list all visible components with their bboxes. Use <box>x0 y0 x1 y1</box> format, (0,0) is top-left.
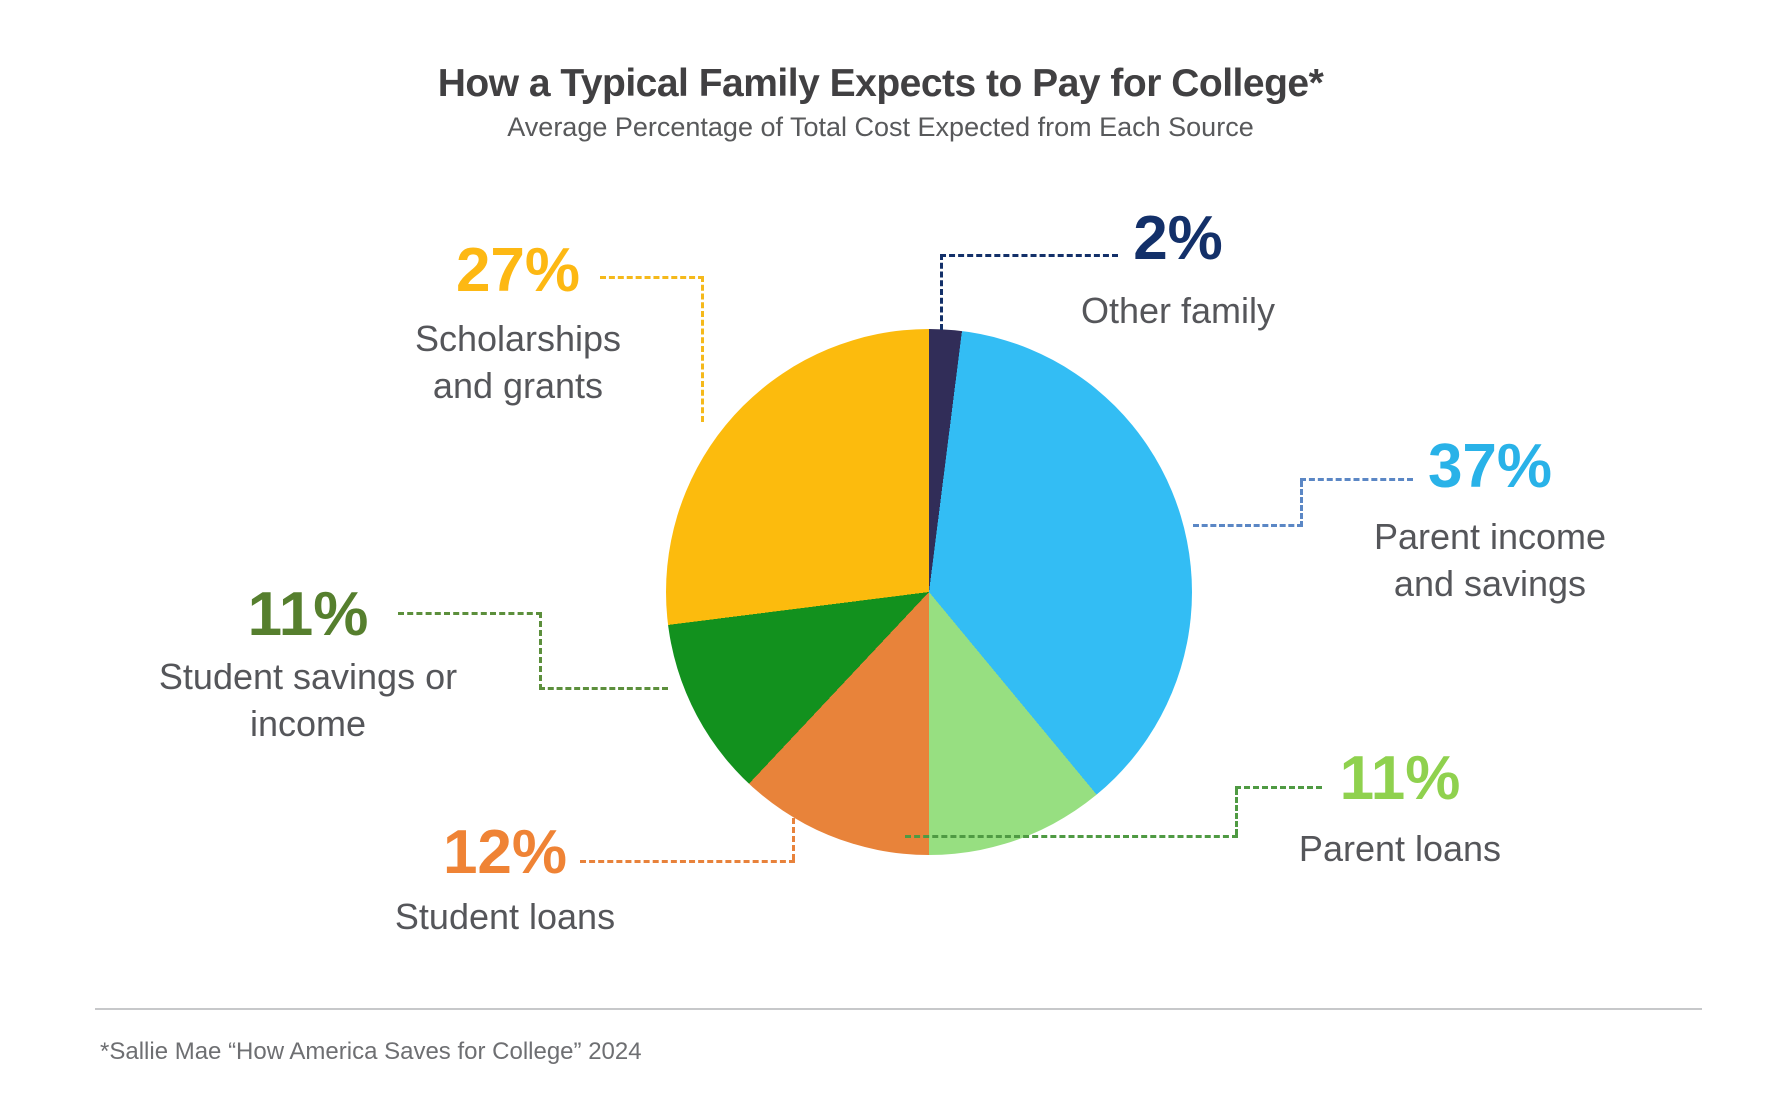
student-savings-label-line2: income <box>249 702 367 744</box>
other-family-label-line1: Other family <box>1080 290 1276 331</box>
student-savings-leader-line-h2 <box>539 687 668 690</box>
parent-loans-leader-line-h2 <box>1235 786 1322 789</box>
student-savings-leader-line-h1 <box>398 612 542 615</box>
pie-chart <box>666 329 1192 855</box>
other-family-leader-line-h <box>940 254 1118 257</box>
parent-income-label: Parent income and savings <box>1374 514 1606 608</box>
other-family-label: Other family <box>1081 288 1275 335</box>
scholarships-label-line1: Scholarships <box>414 318 622 359</box>
student-loans-leader-line-v <box>792 818 795 860</box>
footer-divider <box>95 1008 1702 1010</box>
parent-income-label-line1: Parent income <box>1373 516 1607 557</box>
other-family-percent: 2% <box>1133 204 1223 273</box>
parent-income-leader-line-h2 <box>1300 478 1413 481</box>
chart-title: How a Typical Family Expects to Pay for … <box>437 62 1324 105</box>
student-savings-percent: 11% <box>247 580 369 649</box>
parent-loans-label: Parent loans <box>1299 826 1501 873</box>
student-savings-label-line1: Student savings or <box>158 656 458 697</box>
other-family-leader-line-v <box>940 254 943 330</box>
student-loans-label: Student loans <box>395 894 615 941</box>
student-loans-leader-line-h <box>580 860 795 863</box>
parent-income-leader-line-h1 <box>1193 524 1303 527</box>
parent-income-label-line2: and savings <box>1393 562 1587 604</box>
parent-loans-percent: 11% <box>1339 744 1461 813</box>
source-footnote: *Sallie Mae “How America Saves for Colle… <box>100 1038 642 1065</box>
chart-subtitle: Average Percentage of Total Cost Expecte… <box>507 112 1254 142</box>
scholarships-leader-line-h <box>600 276 704 279</box>
parent-loans-leader-line-h1 <box>905 835 1238 838</box>
parent-income-percent: 37% <box>1427 432 1553 501</box>
scholarships-percent: 27% <box>455 236 581 305</box>
scholarships-label: Scholarships and grants <box>415 316 621 410</box>
student-loans-label-line1: Student loans <box>394 896 616 937</box>
parent-income-leader-line-v <box>1300 481 1303 527</box>
student-savings-label: Student savings or income <box>159 654 457 748</box>
parent-loans-leader-line-v <box>1235 789 1238 835</box>
scholarships-label-line2: and grants <box>432 364 604 406</box>
parent-loans-label-line1: Parent loans <box>1298 828 1502 869</box>
student-loans-percent: 12% <box>442 818 568 887</box>
student-savings-leader-line-v <box>539 612 542 690</box>
scholarships-leader-line-v <box>701 276 704 422</box>
